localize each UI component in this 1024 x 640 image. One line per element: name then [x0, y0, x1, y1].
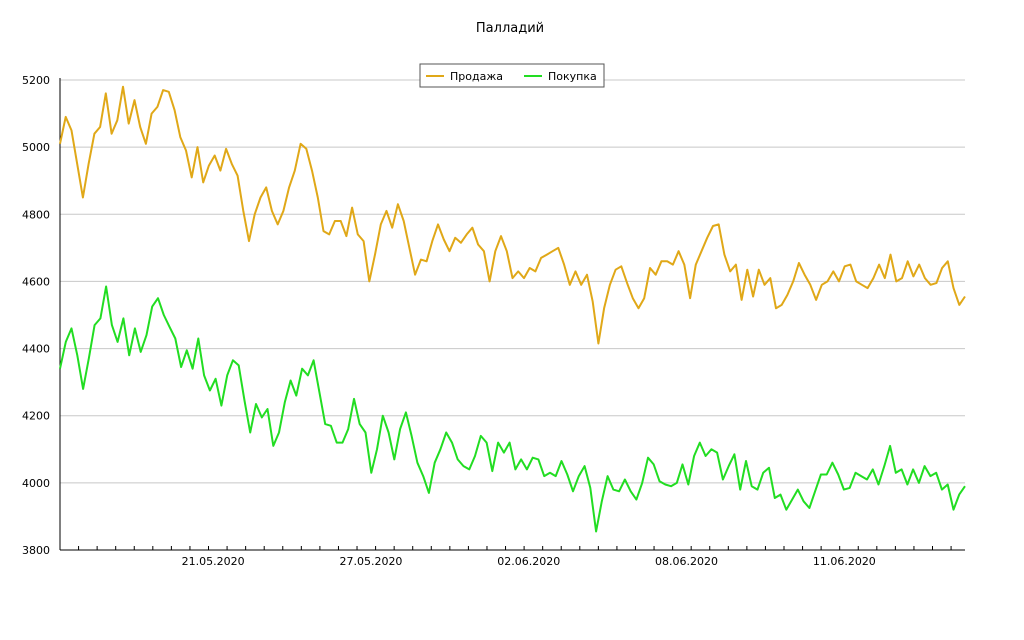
- y-tick-label: 4600: [22, 275, 50, 288]
- series-lines: [59, 85, 966, 533]
- y-tick-label: 4000: [22, 477, 50, 490]
- legend-label-buy: Покупка: [548, 70, 597, 83]
- series-line-buy: [59, 285, 966, 533]
- grid-lines: [60, 79, 965, 484]
- y-tick-label: 3800: [22, 544, 50, 557]
- x-tick-label: 02.06.2020: [497, 555, 560, 568]
- y-tick-label: 4800: [22, 208, 50, 221]
- chart-title: Палладий: [476, 21, 544, 36]
- legend-label-sell: Продажа: [450, 70, 503, 83]
- x-tick-label: 11.06.2020: [813, 555, 876, 568]
- x-tick-label: 08.06.2020: [655, 555, 718, 568]
- y-tick-label: 4400: [22, 343, 50, 356]
- x-axis: 21.05.2020 27.05.2020 02.06.2020 08.06.2020…: [59, 546, 965, 568]
- legend-box: [419, 63, 605, 88]
- x-tick-label: 21.05.2020: [182, 555, 245, 568]
- x-tick-label: 27.05.2020: [339, 555, 402, 568]
- y-tick-label: 5200: [22, 74, 50, 87]
- legend: Продажа Покупка: [419, 63, 605, 88]
- y-axis: 3800 4000 4200 4400 4600 4800 5000 5200: [22, 74, 61, 557]
- y-tick-label: 5000: [22, 141, 50, 154]
- y-tick-label: 4200: [22, 410, 50, 423]
- series-line-sell: [59, 85, 966, 345]
